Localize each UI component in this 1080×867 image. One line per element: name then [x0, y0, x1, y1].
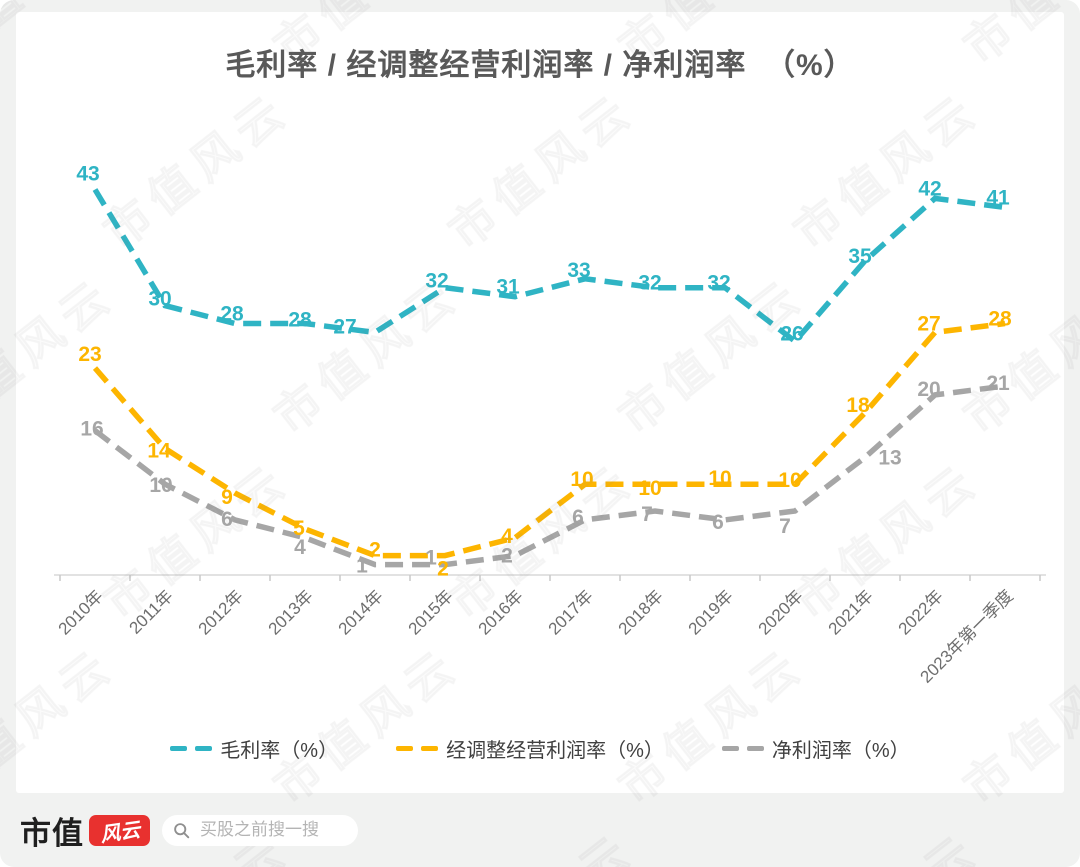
series-line-2 — [93, 383, 1006, 568]
data-label: 10 — [638, 477, 661, 500]
data-label: 42 — [918, 177, 941, 200]
data-label: 21 — [986, 372, 1010, 395]
data-label: 2 — [437, 558, 449, 581]
data-label: 4 — [501, 525, 513, 548]
data-label: 32 — [638, 272, 661, 295]
data-label: 13 — [878, 446, 901, 469]
legend-item-1: 经调整经营利润率（%） — [396, 734, 664, 763]
brand-logo-text: 市值 — [20, 815, 84, 851]
data-label: 32 — [425, 270, 448, 293]
data-label: 6 — [221, 508, 233, 531]
data-label: 41 — [986, 186, 1010, 209]
search-input[interactable] — [162, 814, 358, 846]
data-label: 10 — [149, 474, 172, 497]
data-label: 14 — [147, 439, 171, 462]
search-bar[interactable] — [162, 814, 358, 846]
x-axis-label: 2022年 — [895, 586, 947, 638]
legend-dash-swatch — [721, 746, 764, 751]
legend-label: 净利润率（%） — [771, 740, 910, 762]
chart-card: 毛利率 / 经调整经营利润率 / 净利润率 （%） 2010年 2011年 2012… — [16, 12, 1064, 793]
data-label: 6 — [712, 511, 724, 534]
x-axis-label: 2019年 — [685, 586, 737, 638]
x-axis-label: 2021年 — [825, 586, 877, 638]
legend-dash-swatch — [170, 746, 213, 751]
x-axis-label: 2017年 — [545, 586, 597, 638]
data-label: 27 — [333, 315, 356, 338]
x-axis-label: 2013年 — [265, 586, 317, 638]
data-label: 18 — [846, 394, 870, 417]
legend-dash-swatch — [396, 746, 439, 751]
data-label: 43 — [76, 163, 99, 186]
data-label: 20 — [917, 378, 940, 401]
data-label: 32 — [707, 272, 730, 295]
footer-bar: 市值 风云 — [0, 793, 1080, 867]
series-line-0 — [92, 188, 1006, 346]
data-label: 26 — [780, 322, 803, 345]
data-label: 10 — [570, 468, 593, 491]
data-label: 1 — [356, 555, 368, 578]
chart-title: 毛利率 / 经调整经营利润率 / 净利润率 （%） — [225, 49, 855, 82]
legend-item-2: 净利润率（%） — [721, 734, 910, 763]
data-label: 2 — [501, 545, 513, 568]
chart-legend: 毛利率（%） 经调整经营利润率（%） 净利润率（%） — [16, 734, 1064, 763]
data-label: 6 — [572, 506, 584, 529]
brand-logo-badge-text: 风云 — [98, 818, 142, 847]
legend-item-0: 毛利率（%） — [170, 734, 338, 763]
data-label: 5 — [293, 517, 305, 540]
legend-label: 毛利率（%） — [220, 740, 339, 762]
x-axis-label: 2016年 — [475, 586, 527, 638]
x-axis-label: 2010年 — [55, 586, 107, 638]
brand-logo-badge: 风云 — [89, 814, 150, 847]
data-label: 35 — [848, 245, 872, 268]
data-label: 2 — [369, 539, 381, 562]
data-label: 7 — [779, 515, 791, 538]
x-axis-label: 2015年 — [405, 586, 457, 638]
data-label: 31 — [496, 276, 520, 299]
data-label: 9 — [221, 486, 233, 509]
data-label: 28 — [988, 307, 1012, 330]
x-axis-label: 2012年 — [195, 586, 247, 638]
data-label: 27 — [917, 312, 940, 335]
x-axis-label: 2011年 — [126, 586, 177, 637]
data-label: 7 — [641, 503, 653, 526]
data-label: 1 — [425, 547, 437, 570]
data-label: 30 — [148, 288, 171, 311]
legend-label: 经调整经营利润率（%） — [446, 740, 664, 762]
series-line-1 — [92, 320, 1006, 559]
x-axis-label: 2014年 — [335, 586, 387, 638]
data-label: 23 — [78, 343, 101, 366]
x-axis-label: 2018年 — [615, 586, 667, 638]
data-label: 28 — [288, 308, 312, 331]
line-chart: 2010年 2011年 2012年 2013年 2014年 2015年 2016年 2017年… — [54, 163, 1046, 687]
data-label: 10 — [778, 469, 801, 492]
data-label: 10 — [708, 467, 731, 490]
data-label: 4 — [294, 536, 306, 559]
data-label: 33 — [567, 259, 590, 282]
data-label: 16 — [80, 418, 103, 441]
x-axis-label: 2020年 — [755, 586, 807, 638]
data-label: 28 — [220, 302, 244, 325]
